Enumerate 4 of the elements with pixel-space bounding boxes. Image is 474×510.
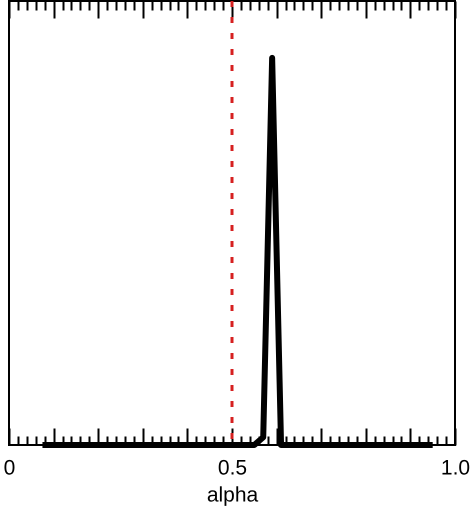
x-axis-title: alpha	[206, 484, 259, 506]
x-tick-label: 0.5	[218, 456, 248, 480]
x-tick-label: 0	[4, 456, 16, 480]
x-tick-label: 1.0	[440, 456, 470, 480]
